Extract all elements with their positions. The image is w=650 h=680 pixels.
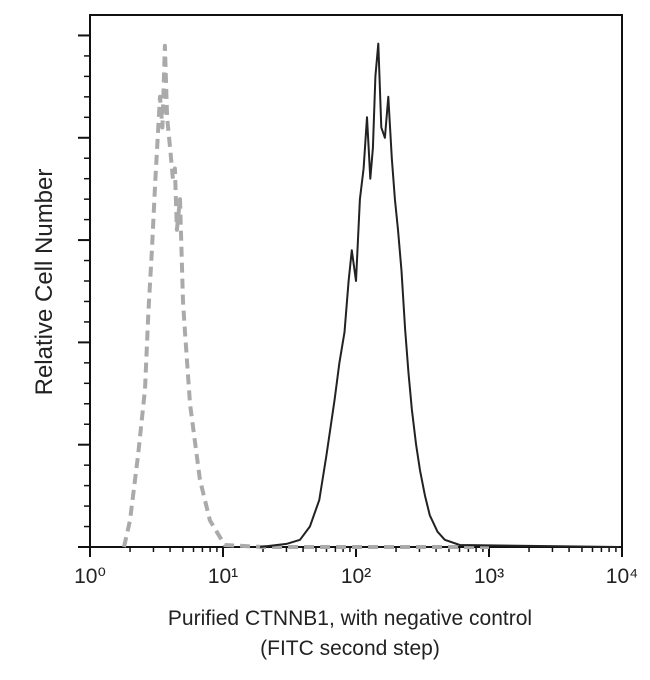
x-tick-label: 10¹ (208, 565, 238, 588)
x-tick-label: 10⁰ (74, 565, 106, 588)
x-tick-label: 10² (341, 565, 371, 588)
y-axis-label: Relative Cell Number (31, 169, 58, 396)
x-axis-label-line2: (FITC second step) (260, 637, 440, 660)
x-tick-label: 10³ (474, 565, 504, 588)
x-tick-label: 10⁴ (606, 565, 638, 588)
series-line (122, 43, 489, 549)
series-line (259, 42, 620, 548)
x-axis-label: Purified CTNNB1, with negative control (168, 607, 532, 630)
